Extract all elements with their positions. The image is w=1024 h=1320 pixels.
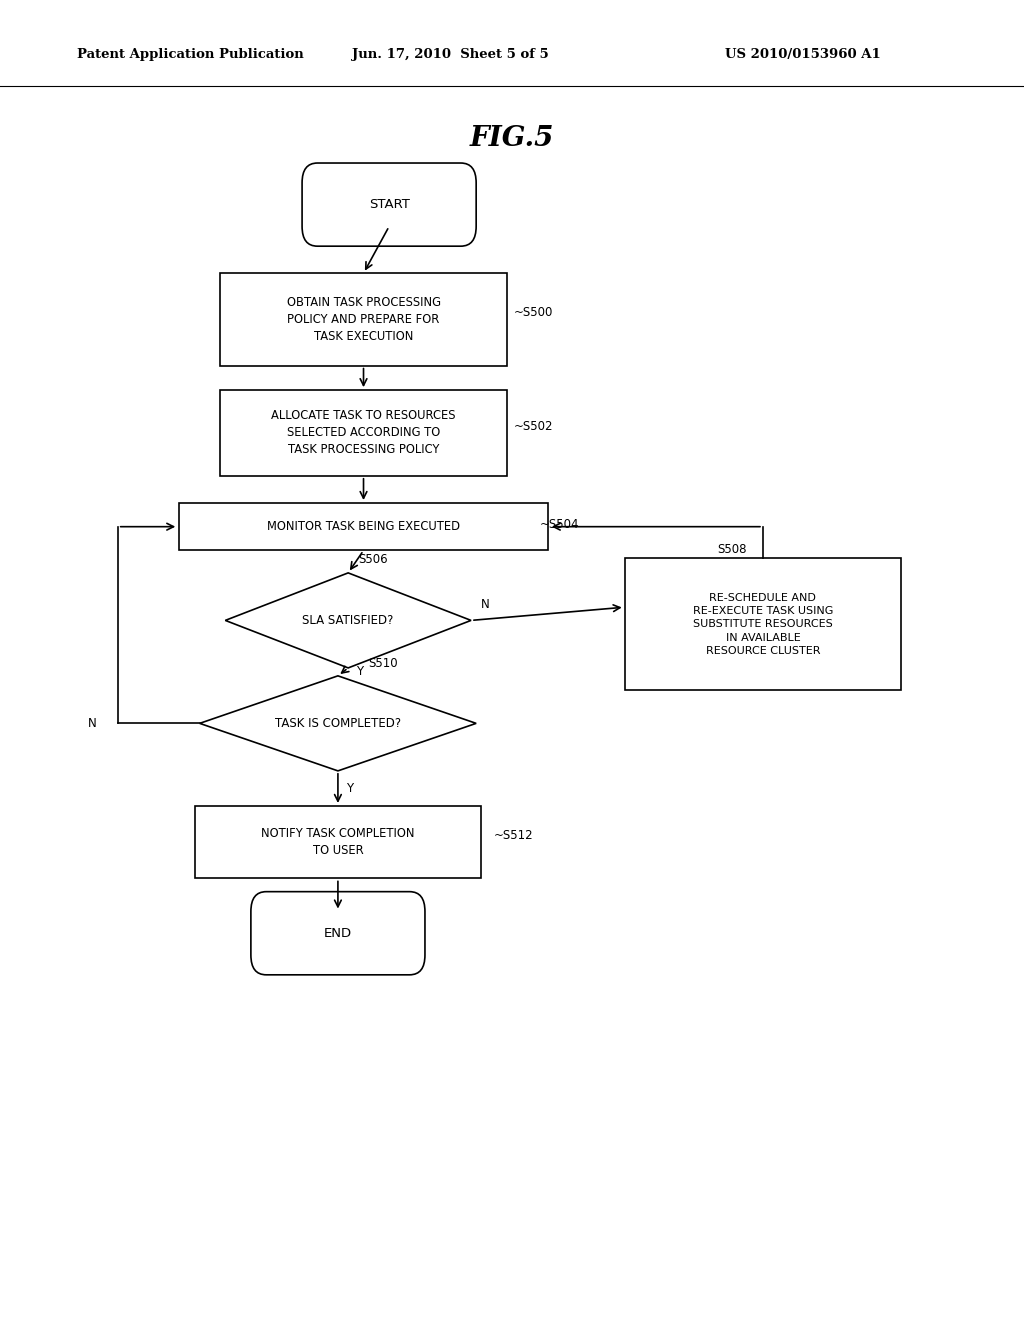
Polygon shape <box>225 573 471 668</box>
Text: START: START <box>369 198 410 211</box>
Text: RE-SCHEDULE AND
RE-EXECUTE TASK USING
SUBSTITUTE RESOURCES
IN AVAILABLE
RESOURCE: RE-SCHEDULE AND RE-EXECUTE TASK USING SU… <box>692 593 834 656</box>
FancyBboxPatch shape <box>251 892 425 974</box>
Text: S508: S508 <box>717 543 746 556</box>
Bar <box>220 389 507 475</box>
Text: ~S502: ~S502 <box>514 420 554 433</box>
Bar <box>179 503 548 550</box>
Text: Patent Application Publication: Patent Application Publication <box>77 48 303 61</box>
Text: END: END <box>324 927 352 940</box>
Polygon shape <box>200 676 476 771</box>
Text: S510: S510 <box>369 657 398 671</box>
Text: Y: Y <box>346 781 353 795</box>
Text: Jun. 17, 2010  Sheet 5 of 5: Jun. 17, 2010 Sheet 5 of 5 <box>352 48 549 61</box>
Text: Y: Y <box>356 665 364 678</box>
Text: ALLOCATE TASK TO RESOURCES
SELECTED ACCORDING TO
TASK PROCESSING POLICY: ALLOCATE TASK TO RESOURCES SELECTED ACCO… <box>271 409 456 457</box>
Text: N: N <box>481 598 490 611</box>
Text: ~S512: ~S512 <box>494 829 534 842</box>
Text: N: N <box>88 717 96 730</box>
Text: ~S500: ~S500 <box>514 306 553 319</box>
Text: SLA SATISFIED?: SLA SATISFIED? <box>302 614 394 627</box>
Text: TASK IS COMPLETED?: TASK IS COMPLETED? <box>274 717 401 730</box>
Text: FIG.5: FIG.5 <box>470 125 554 152</box>
Text: OBTAIN TASK PROCESSING
POLICY AND PREPARE FOR
TASK EXECUTION: OBTAIN TASK PROCESSING POLICY AND PREPAR… <box>287 296 440 343</box>
Bar <box>220 273 507 366</box>
Text: NOTIFY TASK COMPLETION
TO USER: NOTIFY TASK COMPLETION TO USER <box>261 828 415 857</box>
FancyBboxPatch shape <box>302 162 476 246</box>
Text: ~S504: ~S504 <box>540 517 580 531</box>
Text: US 2010/0153960 A1: US 2010/0153960 A1 <box>725 48 881 61</box>
Text: MONITOR TASK BEING EXECUTED: MONITOR TASK BEING EXECUTED <box>267 520 460 533</box>
Text: S506: S506 <box>358 553 388 566</box>
Bar <box>195 805 481 879</box>
Bar <box>625 558 901 690</box>
